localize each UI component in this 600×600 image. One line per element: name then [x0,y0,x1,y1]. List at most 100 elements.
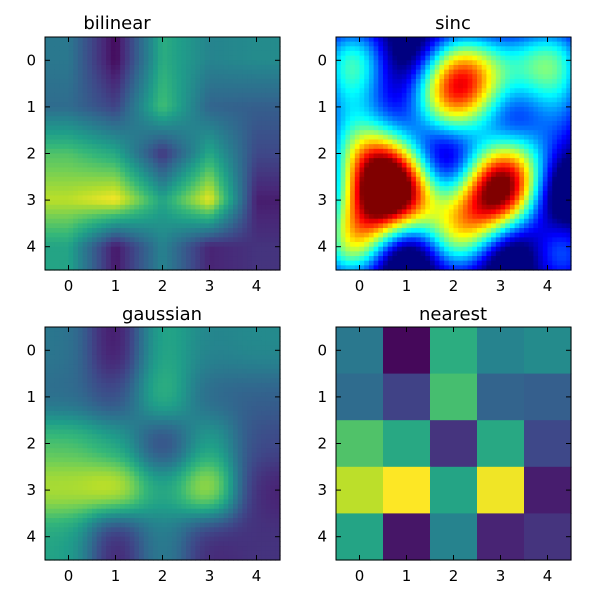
heatmap-sample [270,97,276,103]
heatmap-sample [270,134,276,141]
heatmap-sample [383,158,389,164]
heatmap-sample [415,214,422,220]
heatmap-sample [181,64,187,71]
heatmap-sample [265,144,272,150]
heatmap-sample [110,158,117,164]
heatmap-sample [247,162,253,169]
heatmap-sample [472,223,478,229]
heatmap-sample [129,69,135,75]
heatmap-sample [401,46,408,52]
heatmap-sample [411,92,417,99]
heatmap-sample [444,144,450,150]
heatmap-sample [350,242,356,248]
heatmap-sample [542,139,549,145]
heatmap-sample [462,55,469,61]
heatmap-sample [186,242,192,248]
heatmap-sample [242,111,248,117]
heatmap-sample [110,260,117,266]
heatmap-sample [345,46,351,52]
heatmap-sample [401,228,408,234]
heatmap-sample [336,125,342,131]
heatmap-sample [392,181,398,187]
heatmap-sample [448,37,455,43]
heatmap-sample [73,125,79,131]
heatmap-sample [411,181,417,187]
heatmap-sample [533,106,539,113]
heatmap-sample [228,125,234,131]
heatmap-sample [171,190,178,197]
heatmap-sample [92,102,98,108]
heatmap-sample [77,214,84,220]
heatmap-sample [561,167,567,173]
heatmap-sample [195,106,201,113]
heatmap-sample [397,176,403,183]
heatmap-sample [500,223,506,229]
heatmap-sample [491,153,497,159]
heatmap-sample [195,195,201,201]
heatmap-sample [110,92,117,99]
heatmap-sample [148,228,154,234]
heatmap-sample [162,176,168,183]
heatmap-sample [153,214,159,220]
heatmap-sample [87,190,93,197]
heatmap-sample [176,144,182,150]
heatmap-sample [195,92,201,99]
heatmap-sample [505,237,511,243]
heatmap-sample [453,195,459,201]
heatmap-sample [204,74,211,80]
heatmap-sample [45,204,51,211]
heatmap-sample [425,37,431,43]
heatmap-sample [448,209,455,215]
heatmap-sample [77,162,84,169]
heatmap-sample [190,172,196,178]
heatmap-sample [383,102,389,108]
heatmap-sample [124,176,131,183]
heatmap-sample [477,139,483,145]
heatmap-sample [115,190,121,197]
heatmap-sample [157,209,164,215]
heatmap-sample [444,172,450,178]
heatmap-sample [538,181,544,187]
heatmap-sample [430,41,436,47]
heatmap-sample [519,64,525,71]
heatmap-sample [96,102,102,108]
heatmap-sample [209,214,215,220]
heatmap-sample [87,153,93,159]
heatmap-sample [73,97,79,103]
heatmap-sample [481,172,487,178]
heatmap-sample [430,260,436,266]
heatmap-sample [528,41,534,47]
heatmap-sample [509,158,516,164]
heatmap-sample [547,148,553,155]
heatmap-sample [533,228,539,234]
heatmap-sample [458,237,464,243]
heatmap-sample [96,209,102,215]
heatmap-sample [251,120,258,127]
heatmap-sample [505,181,511,187]
heatmap-sample [256,246,262,252]
heatmap-sample [401,106,408,113]
heatmap-sample [59,120,65,127]
heatmap-sample [73,162,79,169]
heatmap-sample [336,97,342,103]
heatmap-sample [359,218,365,224]
heatmap-sample [359,186,365,192]
heatmap-sample [566,37,572,43]
heatmap-sample [134,111,140,117]
heatmap-sample [242,74,248,80]
heatmap-sample [200,265,206,271]
heatmap-sample [218,223,225,229]
heatmap-sample [63,60,70,66]
heatmap-sample [87,218,93,224]
heatmap-sample [387,83,393,89]
heatmap-sample [415,83,422,89]
heatmap-sample [481,69,487,75]
heatmap-sample [467,144,473,150]
heatmap-sample [242,176,248,183]
heatmap-sample [340,69,346,75]
heatmap-sample [401,102,408,108]
heatmap-sample [63,214,70,220]
heatmap-sample [401,204,408,211]
heatmap-sample [354,83,361,89]
heatmap-sample [345,265,351,271]
